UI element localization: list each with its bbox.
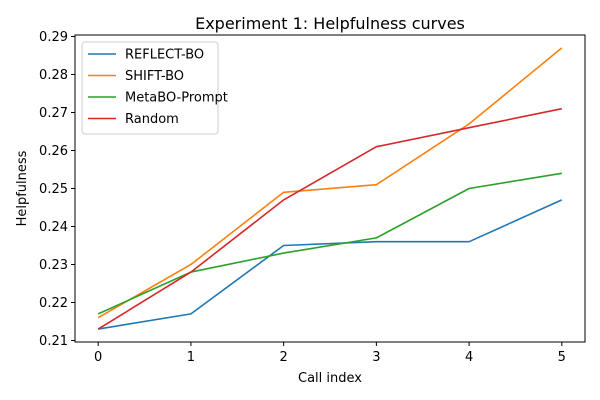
series-line-3 — [97, 172, 562, 315]
x-tick-label: 4 — [465, 350, 473, 365]
y-tick-label: 0.22 — [39, 296, 68, 311]
x-tick-label: 1 — [187, 350, 195, 365]
y-tick-label: 0.21 — [39, 334, 68, 349]
legend-label: MetaBO-Prompt — [125, 91, 228, 106]
series-line-4 — [97, 107, 562, 330]
x-tick-label: 2 — [279, 350, 287, 365]
x-axis-title: Call index — [298, 371, 362, 386]
series-line-1 — [98, 199, 563, 330]
y-tick-label: 0.23 — [39, 258, 68, 273]
y-tick-label: 0.29 — [39, 30, 68, 45]
y-tick-label: 0.27 — [39, 106, 68, 121]
y-axis-title: Helpfulness — [15, 150, 30, 226]
y-axis: 0.21 0.22 0.23 0.24 0.25 0.26 0.27 0.28 0.29 — [39, 30, 75, 349]
legend-label: SHIFT-BO — [125, 69, 184, 84]
x-axis: 0 1 2 3 4 5 — [94, 342, 566, 365]
y-tick-label: 0.25 — [39, 182, 68, 197]
y-tick-label: 0.26 — [39, 144, 68, 159]
legend: REFLECT-BO SHIFT-BO MetaBO-Prompt Random — [81, 41, 228, 135]
x-tick-label: 5 — [558, 350, 566, 365]
plot-area — [97, 47, 563, 330]
chart-title: Experiment 1: Helpfulness curves — [195, 14, 465, 33]
y-tick-label: 0.28 — [39, 68, 68, 83]
legend-label: REFLECT-BO — [125, 48, 204, 63]
y-tick-label: 0.24 — [39, 220, 68, 235]
legend-box — [81, 41, 219, 135]
legend-label: Random — [125, 112, 179, 127]
series-line-2 — [97, 47, 563, 319]
x-tick-label: 3 — [372, 350, 380, 365]
x-tick-label: 0 — [94, 350, 102, 365]
